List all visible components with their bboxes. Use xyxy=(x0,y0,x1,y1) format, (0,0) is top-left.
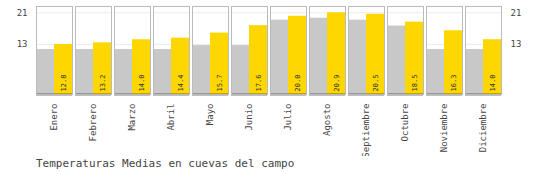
svg-text:Agosto: Agosto xyxy=(322,104,332,137)
svg-text:16.3: 16.3 xyxy=(450,75,458,92)
html-text:Temperaturas Medias en cuevas: Temperaturas Medias en cuevas del campo xyxy=(36,157,295,170)
svg-text:Junio: Junio xyxy=(244,104,254,131)
svg-text:21: 21 xyxy=(17,8,28,18)
svg-text:20.5: 20.5 xyxy=(372,75,380,92)
svg-text:Noviembre: Noviembre xyxy=(439,104,449,153)
svg-text:Septiembre: Septiembre xyxy=(361,104,371,157)
svg-text:Julio: Julio xyxy=(283,104,293,131)
svg-text:Mayo: Mayo xyxy=(205,104,215,126)
svg-text:15.7: 15.7 xyxy=(216,75,224,92)
svg-text:Diciembre: Diciembre xyxy=(478,104,488,153)
svg-text:13.2: 13.2 xyxy=(99,75,107,92)
svg-text:Abril: Abril xyxy=(166,104,176,131)
svg-text:14.4: 14.4 xyxy=(177,75,185,92)
svg-text:Marzo: Marzo xyxy=(127,104,137,131)
svg-text:21: 21 xyxy=(511,8,522,18)
svg-text:14.0: 14.0 xyxy=(138,75,146,92)
svg-text:Octubre: Octubre xyxy=(400,104,410,142)
svg-text:20.9: 20.9 xyxy=(333,75,341,92)
svg-text:17.6: 17.6 xyxy=(255,75,263,92)
svg-text:14.0: 14.0 xyxy=(489,75,497,92)
svg-text:13: 13 xyxy=(511,39,522,49)
svg-text:13: 13 xyxy=(17,39,28,49)
svg-text:Febrero: Febrero xyxy=(88,104,98,142)
svg-text:Enero: Enero xyxy=(49,104,59,131)
svg-text:20.0: 20.0 xyxy=(294,75,302,92)
svg-text:12.8: 12.8 xyxy=(60,75,68,92)
svg-text:18.5: 18.5 xyxy=(411,75,419,92)
